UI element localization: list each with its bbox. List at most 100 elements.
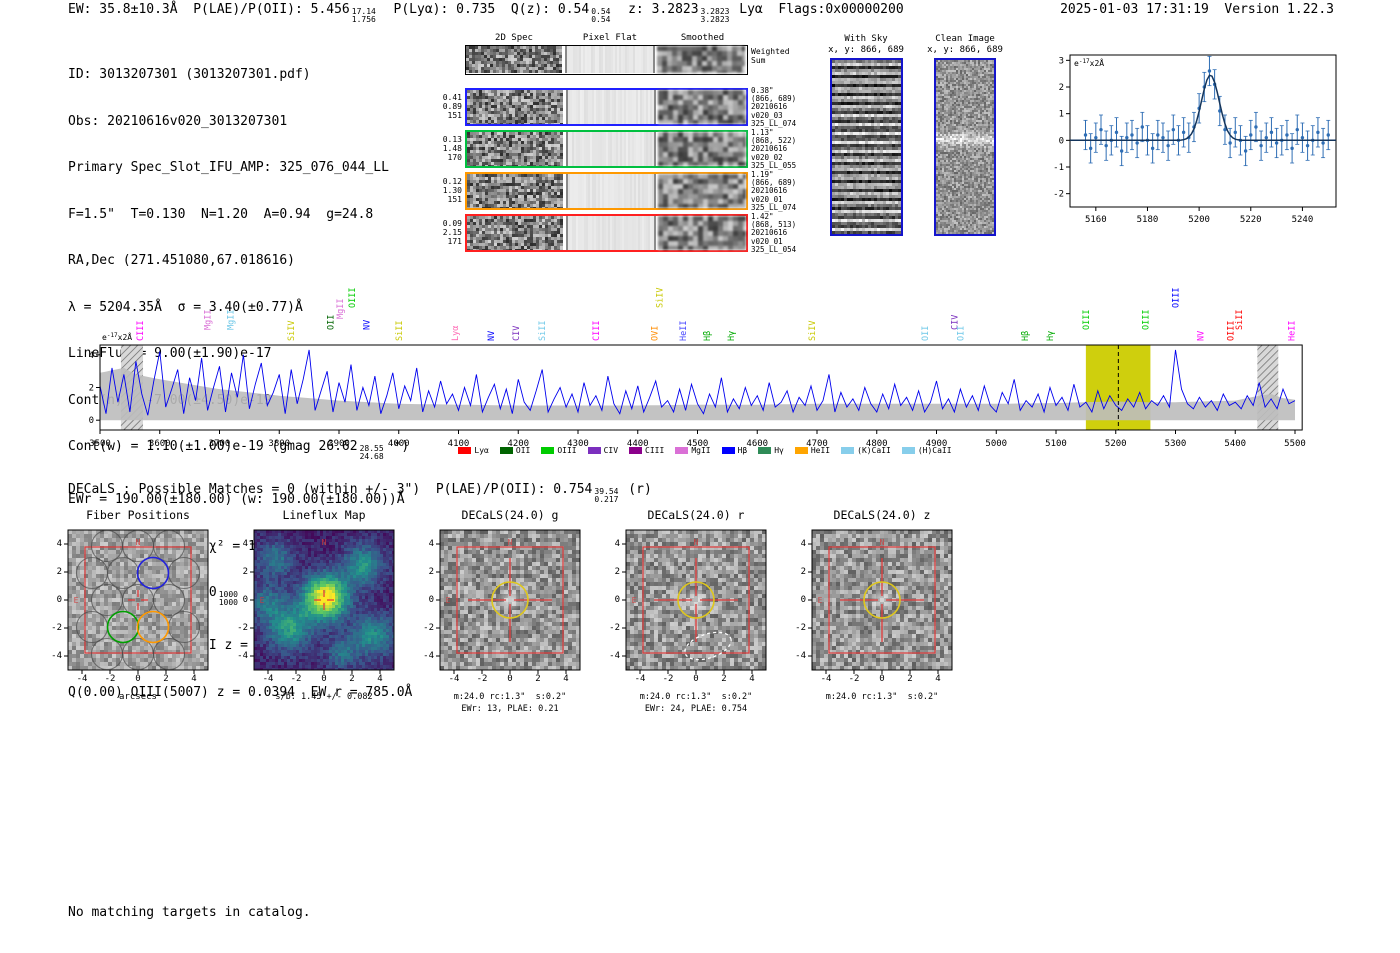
- zoom-data-point: [1156, 133, 1160, 137]
- cutout-y-tick-label: 2: [800, 567, 806, 577]
- report-header: EW: 35.8±10.3Å P(LAE)/P(OII): 5.456 17.14…: [68, 2, 904, 24]
- row-right-meta-3: 1.42" (868, 513) 20210616 v020_01 325_LL_054: [751, 212, 797, 254]
- zoom-data-point: [1125, 135, 1129, 140]
- zoom-data-point: [1264, 135, 1268, 140]
- spectrum-y-tick-label: 0: [89, 416, 94, 426]
- fiber-circle: [152, 583, 186, 617]
- compass-north-label: N: [508, 538, 513, 547]
- with-sky-image: [830, 58, 903, 236]
- cutout-x-tick-label: 4: [377, 674, 383, 684]
- zoom-data-point: [1290, 146, 1294, 151]
- cutout-title: Lineflux Map: [282, 508, 366, 522]
- spectrum-x-tick-label: 5000: [985, 439, 1007, 449]
- zoom-data-point: [1233, 130, 1237, 135]
- line-fit-plot: 5160 5180 5200 5220 5240 3 2 1 0 -1 -2 e-17x2Å: [1053, 54, 1337, 225]
- cutout-y-tick-label: -2: [51, 623, 62, 633]
- 2d-strip-spec: [466, 46, 562, 73]
- cutout-image-3: [626, 530, 766, 670]
- emission-line-label-Hγ: Hγ: [1046, 331, 1056, 341]
- emission-line-label-SiIV: SiIV: [655, 288, 665, 308]
- catalog-cutout-panel-1: Lineflux Map N E -4 -4 -2 -2 0 0 2 2 4 4 s/b: 1.45 +/…: [228, 508, 414, 722]
- spectrum-x-tick-label: 3500: [89, 439, 111, 449]
- spectrum-x-tick-label: 5500: [1284, 439, 1306, 449]
- cutout-y-tick-label: -4: [51, 651, 62, 661]
- cutout-x-tick-label: -2: [104, 674, 116, 684]
- aperture-box: [828, 546, 936, 654]
- legend-swatch: [901, 447, 915, 454]
- cutout-x-tick-label: 0: [879, 674, 885, 684]
- cutout-title: DECaLS(24.0) g: [461, 508, 559, 522]
- 2d-strip-flat: [566, 174, 656, 208]
- row-left-stats-0: 0.41 0.89 151: [442, 93, 462, 120]
- zoom-data-point: [1305, 143, 1310, 148]
- cutout-y-tick-label: -2: [237, 623, 248, 633]
- zoom-data-point: [1228, 141, 1232, 145]
- 2d-strip-smooth: [658, 90, 746, 124]
- cutout-x-tick-label: 0: [321, 674, 327, 684]
- 2d-strip-smooth: [658, 132, 746, 166]
- spectrum-x-tick-label: 4900: [926, 439, 948, 449]
- cutout-x-tick-label: 0: [693, 674, 699, 684]
- emission-line-label-SiII: SiII: [395, 321, 405, 341]
- weighted-sum-label: Weighted Sum: [751, 47, 790, 65]
- spectrum-legend: Lyα OII OIII CIV CIII MgII Hβ Hγ HeII (K)CaII (H)C…: [90, 446, 1320, 455]
- zoom-data-point: [1274, 141, 1279, 145]
- legend-swatch: [758, 447, 772, 454]
- zoom-data-point: [1104, 143, 1108, 148]
- catalog-cutout-panel-4: DECaLS(24.0) z N E -4 -4 -2 -2 0 0 2 2 4 4 m:24.0 rc:…: [786, 508, 972, 722]
- legend-item-(H)CaII: (H)CaII: [901, 446, 952, 455]
- cutout-y-tick-label: -2: [609, 623, 620, 633]
- compass-east-label: E: [632, 596, 637, 605]
- zoom-y-tick-label: 3: [1059, 56, 1064, 66]
- cutout-y-tick-label: 0: [56, 595, 62, 605]
- cutout-x-tick-label: 2: [163, 674, 169, 684]
- zoom-y-tick-label: -2: [1053, 190, 1064, 200]
- catalog-cutout-panel-0: Fiber Positions N E -4 -4 -2 -2 0 0 2 2 4 4 arcsecs: [42, 508, 228, 722]
- spectrum-x-tick-label: 4100: [448, 439, 470, 449]
- cutout-y-tick-label: -4: [609, 651, 620, 661]
- cutout-y-tick-label: 2: [428, 567, 434, 577]
- 2d-strip-smooth: [658, 216, 746, 250]
- cutout-x-tick-label: 4: [749, 674, 755, 684]
- 2d-strip-spec: [467, 90, 563, 124]
- emission-line-label-SiII: SiII: [1235, 310, 1245, 330]
- clean-image: [934, 58, 996, 236]
- legend-swatch: [675, 447, 689, 454]
- fiber-circle: [90, 583, 124, 617]
- cutout-image-2: [440, 530, 580, 670]
- fiber-circle-highlight-green: [106, 610, 140, 644]
- 2d-strip-spec: [467, 216, 563, 250]
- zoom-data-point: [1140, 125, 1145, 129]
- spectrum-x-tick-label: 4800: [866, 439, 888, 449]
- aperture-box: [456, 546, 564, 654]
- zoom-data-point: [1119, 149, 1124, 153]
- gaussian-fit-curve: [1070, 74, 1336, 142]
- spectrum-y-tick-label: 4: [89, 351, 94, 361]
- cutout-2d-row-3: [465, 214, 748, 252]
- cutout-y-tick-label: 0: [800, 595, 806, 605]
- footer-note-2: Row intentionally blank.: [68, 952, 311, 953]
- fiber-circle: [75, 556, 109, 590]
- fiber-circle: [121, 637, 155, 671]
- decals-match-line: DECaLS : Possible Matches = 0 (within +/…: [68, 482, 652, 504]
- spectrum-x-tick-label: 3800: [268, 439, 290, 449]
- fiber-circle: [75, 610, 109, 644]
- with-sky-canvas: [832, 60, 901, 234]
- cutout-title: DECaLS(24.0) r: [647, 508, 745, 522]
- info-obs: Obs: 20210616v020_3013207301: [68, 113, 288, 129]
- pixel-flat-column-title: Pixel Flat: [582, 33, 638, 43]
- cutout-y-tick-label: 4: [56, 539, 62, 549]
- zoom-data-point: [1295, 127, 1299, 132]
- cutout-x-tick-label: -2: [476, 674, 488, 684]
- 2d-strip-flat: [566, 216, 656, 250]
- cutout-y-tick-label: 0: [242, 595, 248, 605]
- header-plya-qz: P(Lyα): 0.735 Q(z): 0.54: [377, 2, 590, 17]
- legend-label: Hγ: [774, 446, 784, 455]
- spectrum-x-tick-label: 4500: [687, 439, 709, 449]
- cutout-x-tick-label: -4: [448, 674, 460, 684]
- info-oiii-ew: Q(0.00) OIII(5007) z = 0.0394 EW r = 785…: [68, 684, 413, 700]
- qz-fraction: 0.54 0.54: [591, 7, 611, 24]
- legend-swatch: [629, 447, 643, 454]
- fiber-circle: [167, 556, 201, 590]
- footer-note-1: No matching targets in catalog.: [68, 905, 311, 920]
